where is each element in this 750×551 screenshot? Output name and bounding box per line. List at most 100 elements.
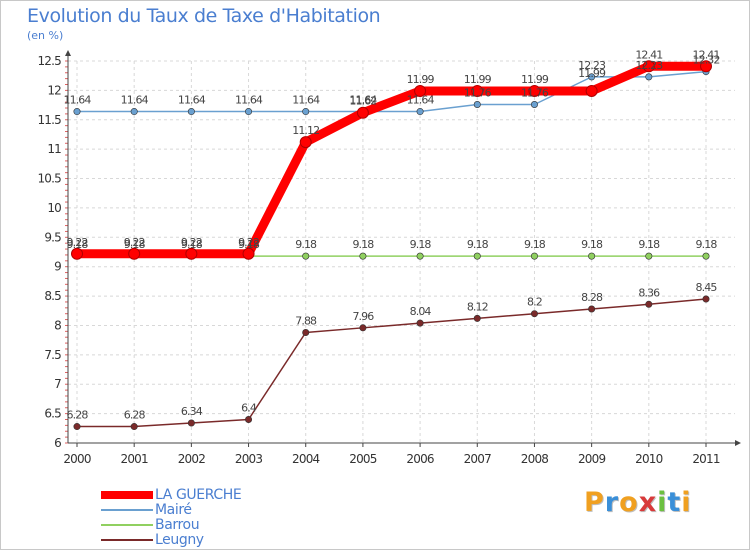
data-label-maire: 11.64 [292,94,320,107]
x-tick-label: 2007 [464,452,492,466]
logo-letter: i [657,487,668,518]
logo-letter: P [584,487,605,518]
data-point-la-guerche [356,106,369,119]
data-point-la-guerche [128,247,141,260]
y-tick-label: 9.5 [44,230,61,244]
legend-label-leugny: Leugny [155,532,204,548]
data-label-la-guerche: 12.41 [693,48,720,61]
data-point-maire [530,100,538,108]
data-point-leugny [416,319,424,327]
chart-subtitle: (en %) [27,29,64,42]
data-point-maire [645,73,653,81]
y-tick-label: 9 [54,260,61,274]
legend-label-barrou: Barrou [155,517,200,533]
legend-swatch-leugny [101,539,153,541]
logo-letter: t [667,487,682,518]
data-label-barrou: 9.18 [696,238,718,251]
data-label-leugny: 8.12 [467,300,488,313]
logo-letter: x [638,487,658,518]
data-point-maire [73,108,81,116]
x-tick-label: 2003 [235,452,263,466]
series-line-la-guerche [72,61,711,259]
data-point-barrou [702,252,710,260]
data-point-la-guerche [642,60,655,73]
legend-swatch-barrou [101,524,153,526]
data-label-la-guerche: 11.99 [407,73,435,86]
data-label-leugny: 6.28 [124,409,146,422]
logo-letter: o [619,487,639,518]
data-point-leugny [302,329,310,337]
data-point-la-guerche [242,247,255,260]
data-label-la-guerche: 11.62 [349,95,376,108]
data-point-barrou [416,252,424,260]
legend-entry-barrou: Barrou [101,517,200,533]
data-point-la-guerche [414,84,427,97]
data-label-leugny: 8.2 [527,296,542,309]
data-point-la-guerche [71,247,83,260]
data-label-leugny: 7.96 [352,310,374,323]
legend-swatch-maire [101,509,153,511]
data-point-leugny [73,423,81,431]
data-label-barrou: 9.18 [467,238,489,251]
data-label-leugny: 7.88 [295,315,317,328]
data-label-barrou: 9.18 [67,238,89,251]
x-tick-label: 2001 [121,452,149,466]
data-label-leugny: 6.4 [241,401,257,414]
data-label-barrou: 9.18 [581,238,603,251]
data-label-barrou: 9.18 [638,238,660,251]
data-point-leugny [359,324,367,332]
logo-letter: i [681,487,692,518]
data-point-leugny [588,305,596,313]
data-point-maire [588,73,596,81]
data-point-la-guerche [700,60,712,73]
data-label-barrou: 9.18 [524,238,546,251]
y-tick-label: 11 [47,142,61,156]
data-point-maire [187,108,195,116]
data-label-leugny: 6.34 [181,405,203,418]
data-point-la-guerche [299,136,312,149]
data-label-maire: 11.64 [64,94,92,107]
data-point-maire [245,108,253,116]
data-label-la-guerche: 12.41 [635,48,662,61]
y-tick-label: 10.5 [37,172,61,186]
data-label-maire: 11.76 [464,86,492,99]
data-point-la-guerche [528,84,541,97]
data-point-leugny [473,314,481,322]
x-tick-label: 2000 [63,452,91,466]
data-point-leugny [130,423,138,431]
data-label-maire: 12.23 [635,59,663,72]
data-point-barrou [359,252,367,260]
data-label-la-guerche: 9.22 [124,236,145,249]
data-point-leugny [702,295,710,303]
data-label-maire: 11.64 [235,94,263,107]
series-line-maire [76,70,707,113]
y-tick-label: 6.5 [44,407,61,421]
data-point-barrou [530,252,538,260]
y-tick-label: 7 [54,377,61,391]
data-label-maire: 11.76 [521,86,549,99]
data-point-leugny [245,415,253,423]
data-label-maire: 11.64 [407,94,435,107]
data-label-la-guerche: 11.99 [578,67,606,80]
y-tick-label: 12 [47,83,61,97]
data-label-barrou: 9.18 [410,238,432,251]
y-tick-label: 10 [47,201,61,215]
y-tick-label: 8 [54,318,61,332]
data-label-maire: 12.32 [693,54,720,67]
data-label-maire: 11.64 [349,94,377,107]
y-tick-label: 7.5 [44,348,61,362]
data-point-barrou [588,252,596,260]
legend-label-la-guerche: LA GUERCHE [155,487,242,503]
y-tick-label: 12.5 [37,54,61,68]
data-point-la-guerche [185,247,198,260]
data-point-barrou [473,252,481,260]
x-tick-label: 2005 [349,452,377,466]
data-point-maire [302,108,310,116]
data-label-maire: 11.64 [121,94,149,107]
data-point-leugny [187,419,195,427]
y-tick-label: 6 [54,436,61,450]
data-label-maire: 12.23 [578,59,606,72]
data-label-la-guerche: 9.22 [181,236,202,249]
data-point-maire [416,108,424,116]
